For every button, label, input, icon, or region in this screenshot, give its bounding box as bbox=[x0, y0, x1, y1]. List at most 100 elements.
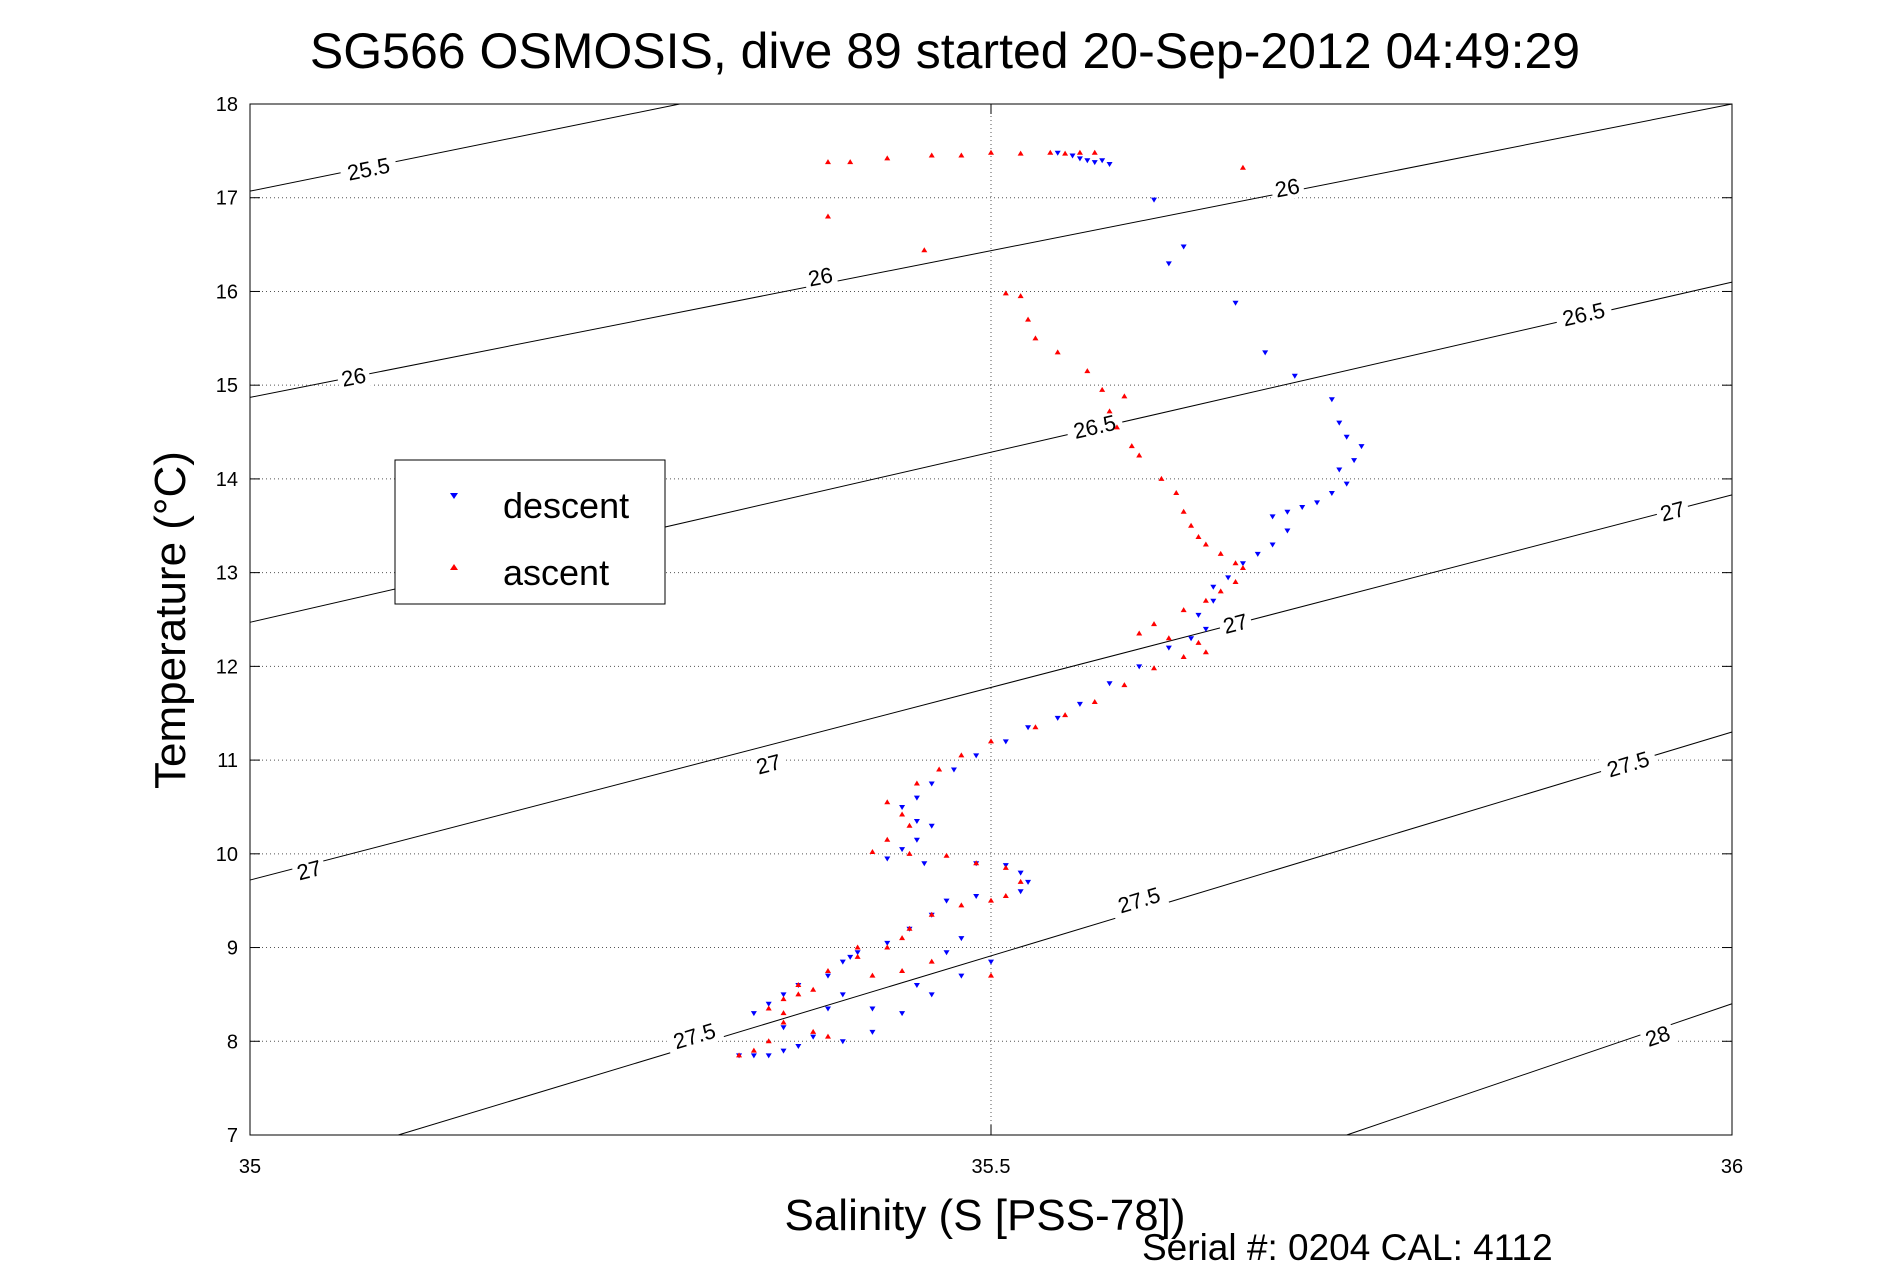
descent-point bbox=[1328, 397, 1335, 403]
ascent-point bbox=[795, 982, 802, 988]
descent-point bbox=[913, 819, 920, 825]
descent-point bbox=[1106, 161, 1113, 167]
contour-label-group: 27 bbox=[1216, 607, 1254, 639]
contour-label-group: 26 bbox=[802, 261, 839, 292]
descent-point bbox=[1314, 500, 1321, 506]
contour-label: 26 bbox=[806, 262, 835, 291]
ascent-point bbox=[913, 780, 920, 786]
descent-point bbox=[928, 992, 935, 998]
descent-point bbox=[1054, 715, 1061, 721]
ascent-point bbox=[1136, 452, 1143, 458]
serial-cal-footer: Serial #: 0204 CAL: 4112 bbox=[1142, 1227, 1553, 1262]
ascent-point bbox=[906, 925, 913, 931]
contour-label: 26 bbox=[339, 363, 368, 392]
contour-label-bg bbox=[1553, 295, 1614, 332]
ascent-point bbox=[958, 902, 965, 908]
ascent-point bbox=[943, 852, 950, 858]
y-tick-label: 12 bbox=[216, 656, 238, 678]
descent-point bbox=[958, 936, 965, 942]
ascent-point bbox=[1076, 149, 1083, 155]
descent-point bbox=[943, 950, 950, 956]
descent-point bbox=[839, 1039, 846, 1045]
ascent-point bbox=[810, 1028, 817, 1034]
descent-point bbox=[1351, 458, 1358, 464]
ascent-point bbox=[958, 152, 965, 158]
contour-label-bg bbox=[335, 361, 372, 392]
ascent-point bbox=[824, 1033, 831, 1039]
ascent-point bbox=[1017, 150, 1024, 156]
contour-label: 27 bbox=[754, 749, 784, 779]
descent-point bbox=[824, 973, 831, 979]
descent-point bbox=[1299, 505, 1306, 511]
ascent-point bbox=[1002, 864, 1009, 870]
ascent-point bbox=[1002, 892, 1009, 898]
ascent-point bbox=[1113, 424, 1120, 430]
descent-point bbox=[869, 1029, 876, 1035]
series-descent bbox=[736, 150, 1365, 1059]
contour-label-group: 26 bbox=[1269, 172, 1306, 203]
ascent-point bbox=[869, 972, 876, 978]
descent-point bbox=[1188, 636, 1195, 642]
ascent-point bbox=[824, 967, 831, 973]
descent-point bbox=[1017, 889, 1024, 895]
descent-point bbox=[765, 1053, 772, 1059]
y-tick-label: 15 bbox=[216, 375, 238, 397]
x-tick-label: 36 bbox=[1721, 1156, 1743, 1178]
descent-point bbox=[1084, 158, 1091, 164]
legend-ascent-label: ascent bbox=[503, 552, 609, 593]
descent-point bbox=[847, 954, 854, 960]
ascent-point bbox=[921, 247, 928, 253]
contour-label-group: 27 bbox=[290, 854, 328, 885]
descent-point bbox=[1076, 156, 1083, 162]
ascent-point bbox=[884, 155, 891, 161]
ascent-point bbox=[795, 991, 802, 997]
y-tick-label: 10 bbox=[216, 844, 238, 866]
ascent-point bbox=[906, 822, 913, 828]
descent-point bbox=[1269, 542, 1276, 548]
contour-label-group: 27 bbox=[1653, 495, 1691, 527]
ascent-point bbox=[1002, 290, 1009, 296]
ascent-point bbox=[884, 836, 891, 842]
ascent-point bbox=[736, 1052, 743, 1058]
contour-label-bg bbox=[802, 261, 839, 292]
ascent-point bbox=[988, 149, 994, 155]
descent-point bbox=[884, 856, 891, 862]
ascent-point bbox=[1084, 368, 1091, 374]
ascent-point bbox=[988, 897, 994, 903]
contour-label-bg bbox=[1216, 607, 1254, 639]
ascent-point bbox=[1032, 335, 1039, 341]
contour-label: 27 bbox=[1220, 609, 1250, 639]
descent-point bbox=[1025, 725, 1032, 731]
descent-point bbox=[1202, 626, 1209, 632]
contour-label-bg bbox=[1653, 495, 1691, 527]
ascent-point bbox=[1180, 508, 1187, 514]
descent-point bbox=[765, 1001, 772, 1007]
ascent-point bbox=[1217, 550, 1224, 556]
legend-box bbox=[394, 459, 666, 605]
ascent-point bbox=[1106, 408, 1113, 414]
ascent-point bbox=[1062, 150, 1069, 156]
ascent-point bbox=[1099, 386, 1106, 392]
ascent-point bbox=[780, 1019, 787, 1025]
descent-point bbox=[1254, 551, 1261, 557]
ascent-point bbox=[1017, 293, 1024, 299]
descent-point bbox=[1358, 444, 1365, 450]
ascent-point bbox=[1195, 534, 1202, 540]
y-tick-label: 13 bbox=[216, 563, 238, 585]
descent-point bbox=[780, 1025, 787, 1031]
ascent-point bbox=[1232, 579, 1239, 585]
descent-point bbox=[1069, 153, 1076, 159]
descent-point bbox=[1025, 879, 1032, 885]
descent-point bbox=[1151, 197, 1158, 203]
series-ascent bbox=[736, 149, 1246, 1058]
descent-point bbox=[1336, 420, 1343, 426]
ascent-point bbox=[1091, 698, 1098, 704]
descent-point bbox=[1343, 434, 1350, 440]
contour-label-bg bbox=[664, 1016, 725, 1056]
ascent-point bbox=[884, 944, 891, 950]
descent-point bbox=[839, 959, 846, 965]
ascent-point bbox=[780, 1010, 787, 1016]
ascent-point bbox=[1121, 393, 1128, 399]
axis-ticks: 35 35.5 36 7 8 9 10 11 12 13 14 15 16 17 18 bbox=[216, 94, 1743, 1178]
